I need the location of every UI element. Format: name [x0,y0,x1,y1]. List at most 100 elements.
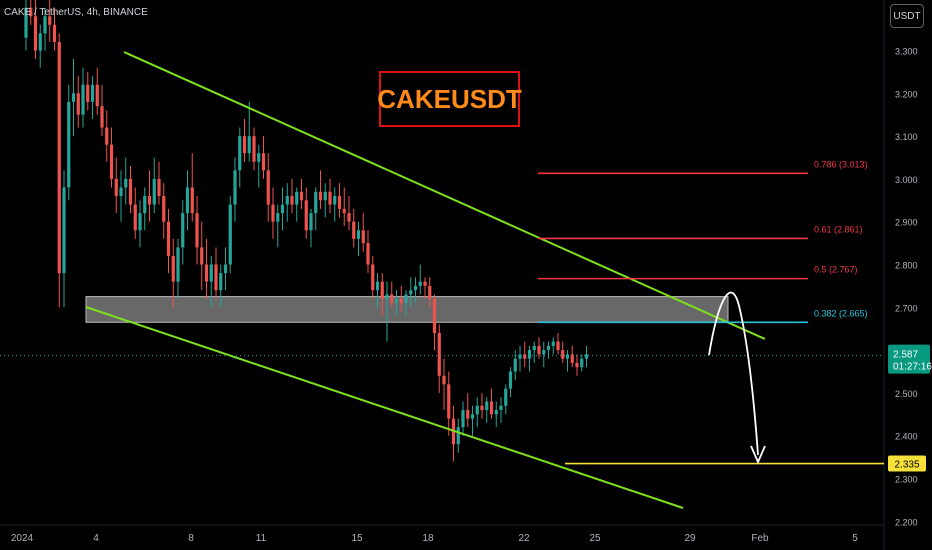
candle-body [71,93,76,102]
candle-body [238,136,242,171]
candle-body [309,213,313,231]
candle-body [299,191,304,201]
candle-body [447,384,451,419]
candle-body [285,196,289,205]
x-tick-label: Feb [751,533,769,544]
candle-body [43,16,47,34]
candle-body [67,101,71,188]
candle-body [337,196,342,209]
y-tick-label: 3.000 [895,175,918,185]
candle-body [485,401,489,411]
candle-body [48,16,52,25]
candle-body [418,281,422,286]
candle-body [128,178,133,205]
candle-body [456,427,460,445]
candle-body [565,354,570,359]
channel-upper-line [123,51,766,340]
candle-body [252,136,256,162]
candle-body [366,243,370,265]
last-price-value: 2.587 [893,350,918,361]
x-tick-label: 15 [351,533,363,544]
candle-body [409,290,413,295]
candle-body [561,350,565,359]
candle-body [109,144,114,179]
candle-body [242,136,247,154]
candle-body [489,401,494,415]
candle-body [475,405,479,415]
candle-body [371,264,375,291]
last-price-countdown: 01:27:16 [893,362,932,373]
channel-lower-line [85,306,684,509]
y-tick-label: 2.300 [895,475,918,485]
candle-body [176,247,180,282]
x-tick-label: 22 [518,533,530,544]
candle-body [380,281,384,299]
candle-body [219,273,223,291]
candle-body [523,354,527,359]
candle-body [190,187,194,214]
symbol-header: CAKE / TetherUS, 4h, BINANCE [4,7,148,18]
candle-body [62,187,66,274]
y-tick-label: 2.900 [895,218,918,228]
candle-body [537,345,541,355]
candle-body [385,294,389,299]
x-tick-label: 2024 [11,533,34,544]
candle-body [508,371,513,389]
candle-body [404,294,408,304]
candle-body [461,410,465,428]
candle-body [428,285,432,299]
candle-body [271,204,275,222]
candle-body [57,41,61,274]
y-tick-label: 2.500 [895,389,918,399]
candle-body [423,281,427,286]
x-tick-label: 29 [684,533,696,544]
y-tick-label: 3.200 [895,89,918,99]
candle-body [347,213,351,222]
candle-body [333,196,337,205]
candle-body [86,84,90,102]
chart-title-box: CAKEUSDT [377,71,522,127]
candle-body [575,362,579,368]
candle-body [214,264,218,291]
candle-body [124,178,128,188]
candle-body [513,358,517,372]
candle-body [494,410,498,415]
projection-arrow-path [708,291,759,456]
candle-body [394,298,399,304]
fib-level-label: 0.5 (2.767) [814,265,858,275]
candle-body [375,281,380,291]
candle-body [527,350,532,359]
y-tick-label: 2.700 [895,303,918,313]
candle-body [314,191,318,214]
candle-body [228,204,232,265]
candle-body [546,345,551,351]
candle-body [100,106,104,128]
candle-body [480,405,484,411]
candle-body [181,213,185,248]
candle-body [29,7,33,17]
candle-body [342,208,346,214]
candle-body [266,170,270,205]
candle-body [318,191,323,201]
candle-body [95,84,99,107]
candle-body [356,230,361,239]
candle-body [105,127,109,145]
target-price-label: 2.335 [894,460,919,471]
candle-body [470,414,475,419]
x-tick-label: 11 [256,533,267,544]
candle-body [76,93,80,115]
candle-body [584,354,589,359]
candle-body [276,213,280,222]
candle-body [361,230,365,244]
candle-body [437,332,441,376]
fib-level-label: 0.786 (3.013) [814,159,868,169]
candle-body [580,358,584,368]
y-tick-label: 2.800 [895,261,918,271]
currency-button[interactable]: USDT [890,4,924,28]
projection-arrow-head [750,445,766,465]
candle-body [185,187,190,214]
target-price-tag [888,455,926,472]
candle-body [138,213,142,231]
candle-body [209,264,213,282]
